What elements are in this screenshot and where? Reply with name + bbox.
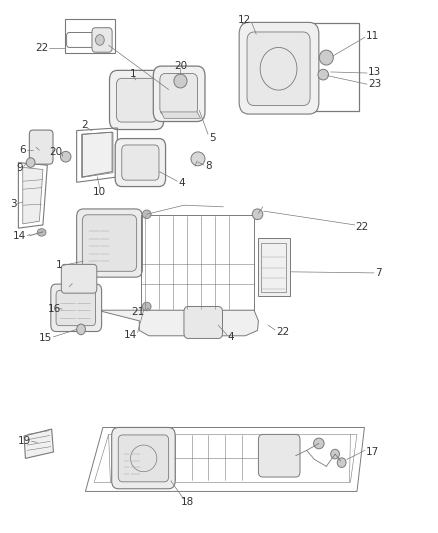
Text: 18: 18 xyxy=(181,497,194,507)
Ellipse shape xyxy=(77,324,85,335)
Text: 19: 19 xyxy=(18,437,31,446)
Text: 4: 4 xyxy=(179,178,185,188)
FancyBboxPatch shape xyxy=(61,264,97,293)
Bar xyxy=(242,23,359,111)
Bar xyxy=(141,215,254,310)
Text: 7: 7 xyxy=(375,268,381,278)
Text: 22: 22 xyxy=(35,43,48,53)
Bar xyxy=(258,238,290,296)
Text: 3: 3 xyxy=(10,199,17,208)
Ellipse shape xyxy=(337,458,346,467)
FancyBboxPatch shape xyxy=(247,32,310,106)
Text: 12: 12 xyxy=(238,15,251,25)
FancyBboxPatch shape xyxy=(160,74,198,115)
Text: 1: 1 xyxy=(56,261,62,270)
Text: 1: 1 xyxy=(130,69,137,78)
FancyBboxPatch shape xyxy=(122,145,159,180)
Text: 22: 22 xyxy=(276,327,289,336)
Polygon shape xyxy=(97,310,258,336)
Ellipse shape xyxy=(252,209,263,220)
Polygon shape xyxy=(23,167,43,224)
Text: 23: 23 xyxy=(368,79,381,89)
FancyBboxPatch shape xyxy=(118,435,169,482)
FancyBboxPatch shape xyxy=(51,284,102,332)
Ellipse shape xyxy=(331,449,339,459)
Text: 22: 22 xyxy=(356,222,369,231)
FancyBboxPatch shape xyxy=(258,434,300,477)
Text: 8: 8 xyxy=(205,161,212,171)
FancyBboxPatch shape xyxy=(29,130,53,164)
FancyBboxPatch shape xyxy=(115,139,166,187)
Text: 20: 20 xyxy=(49,147,62,157)
Ellipse shape xyxy=(191,152,205,166)
Ellipse shape xyxy=(95,35,104,45)
Ellipse shape xyxy=(60,151,71,162)
Ellipse shape xyxy=(37,229,46,236)
FancyBboxPatch shape xyxy=(112,427,175,489)
Polygon shape xyxy=(24,429,53,458)
Ellipse shape xyxy=(319,50,333,65)
Polygon shape xyxy=(81,132,113,177)
FancyBboxPatch shape xyxy=(110,70,164,130)
Text: 6: 6 xyxy=(20,146,26,155)
Ellipse shape xyxy=(26,158,35,167)
Text: 4: 4 xyxy=(228,332,234,342)
Text: 14: 14 xyxy=(13,231,26,240)
FancyBboxPatch shape xyxy=(153,66,205,122)
FancyBboxPatch shape xyxy=(77,209,142,277)
Text: 13: 13 xyxy=(368,67,381,77)
Bar xyxy=(94,214,137,257)
Ellipse shape xyxy=(142,302,151,311)
FancyBboxPatch shape xyxy=(239,22,319,114)
Text: 17: 17 xyxy=(366,447,379,457)
Text: 10: 10 xyxy=(93,187,106,197)
FancyBboxPatch shape xyxy=(184,306,223,338)
Ellipse shape xyxy=(314,438,324,449)
Text: 21: 21 xyxy=(131,307,145,317)
Text: 5: 5 xyxy=(209,133,216,142)
Ellipse shape xyxy=(174,74,187,88)
FancyBboxPatch shape xyxy=(82,215,137,271)
FancyBboxPatch shape xyxy=(117,78,157,122)
Ellipse shape xyxy=(318,69,328,80)
FancyBboxPatch shape xyxy=(92,28,112,52)
Text: 15: 15 xyxy=(39,334,53,343)
Text: 16: 16 xyxy=(48,304,61,314)
Polygon shape xyxy=(161,112,201,118)
Text: 20: 20 xyxy=(174,61,187,71)
Bar xyxy=(65,19,115,53)
Ellipse shape xyxy=(142,210,151,219)
Text: 11: 11 xyxy=(366,31,379,41)
Text: 9: 9 xyxy=(16,163,23,173)
FancyBboxPatch shape xyxy=(56,290,95,326)
Text: 2: 2 xyxy=(81,120,88,130)
Text: 14: 14 xyxy=(124,330,137,340)
Bar xyxy=(261,243,286,292)
